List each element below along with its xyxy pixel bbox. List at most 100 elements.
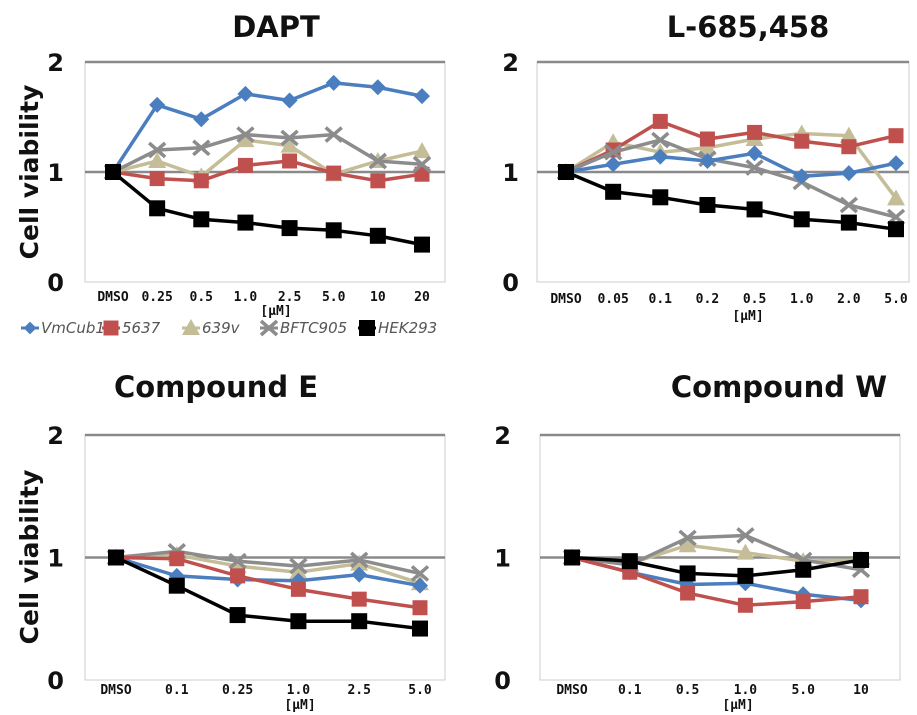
chart-title: DAPT — [232, 10, 320, 44]
legend-label: VmCub1 — [41, 319, 105, 337]
legend-marker — [182, 319, 200, 335]
panel-dapt: DAPT Cell viability [µM] 0 1 2 DMSO 0.25 0.5… — [15, 10, 446, 319]
data-point — [795, 561, 812, 578]
data-point — [840, 214, 857, 231]
x-tick-label: 1.0 — [790, 292, 814, 307]
y-axis-label: Cell viability — [15, 85, 44, 260]
data-point — [736, 527, 755, 544]
x-tick-label: 0.25 — [222, 683, 253, 698]
x-axis-unit: [µM] — [260, 304, 291, 319]
data-point — [621, 553, 638, 570]
series-line — [571, 555, 862, 608]
data-point — [412, 155, 432, 173]
data-point — [280, 136, 299, 153]
data-point — [746, 201, 763, 218]
data-point — [290, 613, 307, 630]
x-tick-label: DMSO — [100, 683, 131, 698]
data-point — [290, 581, 306, 597]
data-point — [237, 214, 254, 231]
x-tick-label: 0.5 — [676, 683, 699, 698]
data-point — [149, 96, 166, 113]
data-point — [193, 111, 210, 128]
data-point — [369, 227, 386, 244]
x-tick-label: 0.2 — [696, 292, 719, 307]
x-tick-label: 0.1 — [165, 683, 189, 698]
data-point — [370, 173, 386, 189]
data-point — [351, 613, 368, 630]
x-tick-label: DMSO — [556, 683, 587, 698]
series-hek293 — [558, 164, 904, 238]
series-line — [565, 138, 897, 219]
data-point — [888, 128, 904, 144]
data-point — [840, 165, 857, 182]
legend-item: 5637 — [102, 319, 161, 337]
data-point — [839, 196, 859, 214]
data-point — [745, 159, 764, 176]
series-line — [112, 138, 423, 179]
legend-label: BFTC905 — [280, 319, 347, 337]
x-axis-unit: [µM] — [284, 698, 315, 713]
series-line — [115, 555, 421, 610]
y-tick-label: 2 — [494, 422, 511, 450]
data-point — [230, 568, 246, 584]
series-line — [115, 555, 421, 588]
data-point — [795, 594, 811, 610]
data-point — [148, 152, 167, 168]
data-point — [794, 133, 810, 149]
x-tick-label: 0.05 — [597, 292, 628, 307]
series-hek293 — [105, 164, 430, 253]
data-point — [369, 79, 386, 96]
data-point — [853, 551, 869, 568]
data-point — [149, 200, 166, 217]
x-tick-label: 2.5 — [347, 683, 370, 698]
x-tick-label: 1.0 — [234, 290, 258, 305]
series-hek293 — [108, 549, 428, 637]
x-tick-label: 5.0 — [322, 290, 346, 305]
data-point — [192, 139, 211, 157]
data-point — [678, 529, 697, 547]
x-tick-label: 5.0 — [884, 292, 908, 307]
y-tick-label: 0 — [494, 667, 511, 695]
chart-title: L-685,458 — [667, 10, 830, 44]
legend-marker — [259, 319, 279, 337]
y-tick-label: 1 — [502, 159, 519, 187]
x-tick-label: 0.25 — [141, 290, 172, 305]
data-point — [414, 88, 430, 105]
data-point — [558, 164, 574, 180]
x-tick-label: 2.0 — [837, 292, 861, 307]
data-point — [147, 141, 167, 159]
data-point — [412, 577, 428, 594]
data-point — [841, 139, 857, 155]
data-point — [325, 74, 342, 91]
y-tick-label: 0 — [47, 269, 64, 297]
x-tick-label: 0.5 — [190, 290, 213, 305]
x-tick-label: 5.0 — [791, 683, 815, 698]
data-point — [280, 129, 299, 147]
data-point — [368, 152, 388, 170]
data-point — [746, 145, 763, 162]
panel-compound-w: Compound W [µM] 0 1 2 DMSO 0.1 0.5 1.0 5.0 10 — [494, 370, 901, 713]
data-point — [737, 597, 753, 613]
data-point — [680, 585, 696, 601]
chart-title: Compound W — [671, 370, 887, 404]
data-point — [699, 153, 716, 169]
x-tick-label: 1.0 — [734, 683, 758, 698]
data-point — [605, 183, 622, 200]
data-point — [564, 549, 580, 566]
panel-l685458: L-685,458 [µM] 0 1 2 DMSO 0.05 0.1 0.2 0.5 1.0 2… — [502, 10, 910, 324]
data-point — [326, 165, 342, 181]
series-hek293 — [564, 549, 869, 584]
data-point — [651, 131, 670, 149]
legend-marker — [23, 321, 37, 335]
data-point — [289, 557, 308, 575]
data-point — [679, 565, 696, 582]
data-point — [325, 222, 342, 239]
data-point — [281, 92, 298, 109]
data-point — [603, 143, 623, 161]
series-line — [115, 549, 421, 576]
series-bftc905 — [103, 126, 432, 181]
data-point — [350, 554, 369, 571]
y-tick-label: 2 — [502, 49, 519, 77]
y-tick-label: 2 — [47, 422, 64, 450]
